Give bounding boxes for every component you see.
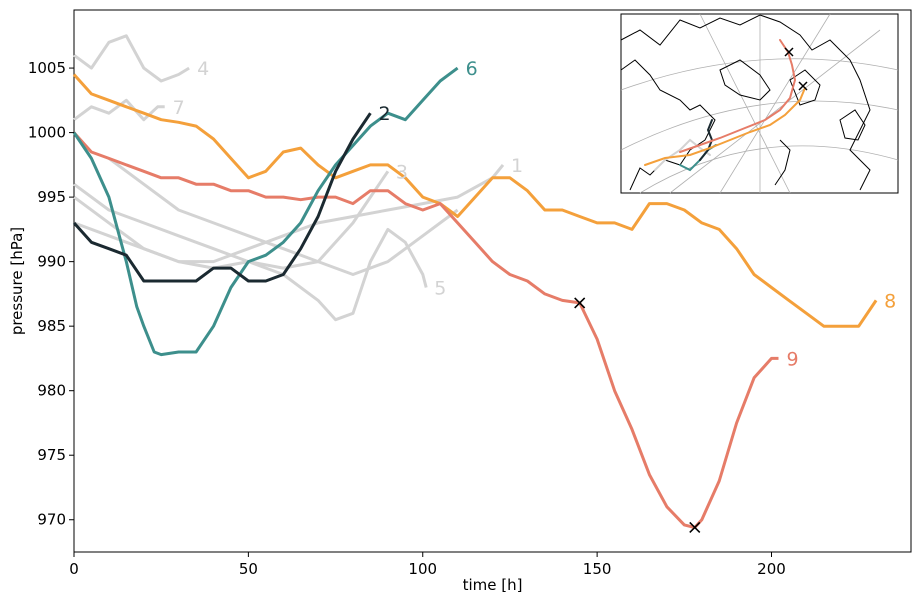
- y-tick-label: 970: [37, 511, 66, 529]
- x-tick-label: 100: [408, 560, 437, 578]
- y-tick-label: 990: [37, 253, 66, 271]
- x-marker: [689, 521, 701, 534]
- graticule-meridian: [669, 29, 881, 194]
- coastline: [839, 109, 866, 141]
- x-marker: [574, 297, 586, 309]
- series-label-3: 3: [396, 161, 408, 183]
- series-layer: [72, 34, 878, 529]
- y-tick-label: 1000: [28, 124, 66, 142]
- x-tick-label: 50: [239, 560, 258, 578]
- inset-track-grey: [654, 138, 711, 171]
- series-label-9: 9: [786, 348, 798, 370]
- y-tick-label: 1005: [28, 59, 66, 77]
- x-tick-label: 200: [757, 560, 786, 578]
- series-label-layer: 47 3 1 5 8 9 6 2: [173, 58, 897, 370]
- y-tick-label: 975: [37, 446, 66, 464]
- coastline: [774, 139, 791, 186]
- plot-area: 47 3 1 5 8 9 6 2: [72, 9, 912, 553]
- series-line-9: [72, 131, 779, 529]
- series-line-5: [73, 221, 428, 322]
- inset-marker-x: [798, 81, 808, 91]
- inset-map-frame: [620, 13, 899, 194]
- inset-graticule: [620, 13, 899, 194]
- inset-map: [620, 13, 899, 194]
- series-label-7: 7: [173, 97, 185, 119]
- x-axis: 0 50 100 150 200: [69, 552, 786, 578]
- series-label-1: 1: [511, 155, 523, 177]
- inset-track-salmon: [679, 39, 797, 153]
- coastline: [719, 59, 771, 101]
- marker-layer: [574, 297, 701, 534]
- series-label-4: 4: [197, 58, 209, 80]
- inset-markers: [784, 47, 808, 91]
- series-line-8: [72, 73, 878, 328]
- y-tick-label: 995: [37, 188, 66, 206]
- series-line-unlabeled: [108, 157, 459, 276]
- series-label-2: 2: [378, 103, 390, 125]
- y-axis: 970 975 980 985 990 995 1000 1005: [28, 59, 74, 529]
- series-label-5: 5: [434, 277, 446, 299]
- inset-tracks: [644, 39, 806, 172]
- x-axis-label: time [h]: [463, 576, 523, 594]
- series-line-4: [73, 34, 190, 83]
- y-axis-label: pressure [hPa]: [8, 227, 26, 335]
- graticule-arc: [639, 145, 899, 194]
- series-label-8: 8: [884, 290, 896, 312]
- x-tick-label: 150: [583, 560, 612, 578]
- y-tick-label: 980: [37, 382, 66, 400]
- x-tick-label: 0: [69, 560, 79, 578]
- graticule-meridian: [699, 13, 791, 194]
- graticule-meridian: [719, 13, 831, 194]
- series-line-2: [72, 112, 372, 283]
- inset-track-orange: [644, 87, 806, 166]
- inset-marker-x: [784, 47, 794, 57]
- series-line-7: [73, 98, 165, 122]
- coastline: [620, 14, 871, 191]
- series-label-6: 6: [466, 58, 478, 80]
- plot-frame: [73, 9, 912, 553]
- series-line-6: [72, 66, 459, 357]
- y-tick-label: 985: [37, 317, 66, 335]
